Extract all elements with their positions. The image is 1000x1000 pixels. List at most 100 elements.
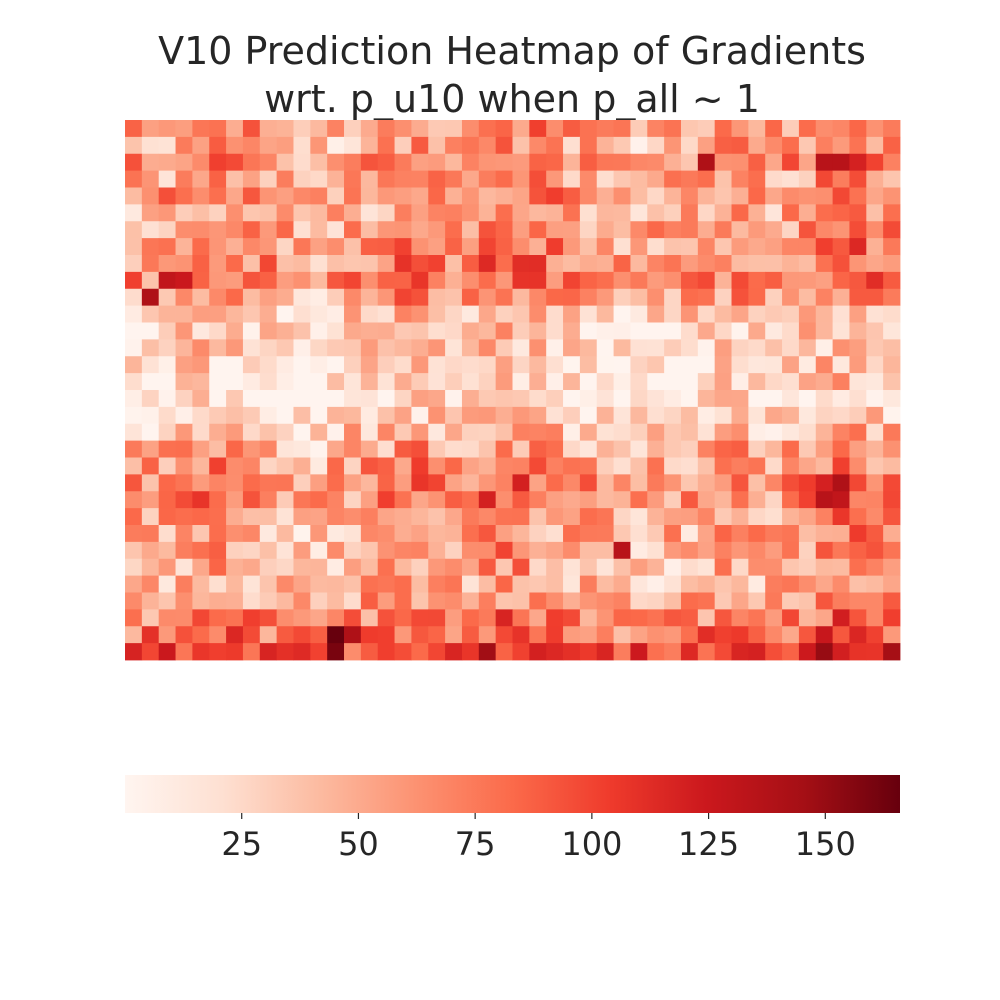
heatmap-cell: [664, 626, 682, 644]
heatmap-cell: [259, 288, 278, 307]
heatmap-cell: [310, 457, 328, 475]
heatmap-cell: [141, 406, 160, 425]
heatmap-cell: [209, 423, 227, 442]
heatmap-cell: [411, 491, 429, 509]
heatmap-cell: [529, 255, 547, 273]
heatmap-cell: [495, 356, 513, 374]
heatmap-cell: [495, 508, 513, 526]
heatmap-cell: [664, 271, 682, 290]
heatmap-cell: [141, 305, 160, 323]
heatmap-cell: [680, 525, 699, 543]
heatmap-cell: [175, 204, 193, 222]
heatmap-cell: [125, 406, 143, 425]
heatmap-cell: [697, 474, 716, 492]
heatmap-cell: [226, 525, 244, 543]
heatmap-cell: [226, 221, 244, 239]
heatmap-cell: [748, 491, 766, 509]
heatmap-cell: [714, 491, 732, 509]
heatmap-cell: [883, 541, 901, 560]
heatmap-cell: [175, 423, 193, 442]
heatmap-cell: [546, 491, 564, 509]
heatmap-cell: [125, 373, 143, 391]
heatmap-cell: [209, 356, 227, 374]
heatmap-cell: [377, 457, 395, 475]
heatmap-cell: [327, 305, 345, 323]
heatmap-cell: [512, 491, 530, 509]
heatmap-cell: [529, 136, 547, 155]
heatmap-cell: [866, 204, 884, 222]
heatmap-cell: [478, 457, 497, 475]
heatmap-cell: [647, 356, 665, 374]
heatmap-cell: [546, 187, 564, 205]
heatmap-cell: [866, 440, 884, 458]
heatmap-cell: [377, 120, 395, 138]
heatmap-cell: [310, 423, 328, 442]
heatmap-cell: [512, 643, 530, 661]
heatmap-cell: [192, 187, 210, 205]
heatmap-cell: [596, 170, 614, 188]
heatmap-cell: [680, 221, 699, 239]
heatmap-cell: [529, 558, 547, 577]
heatmap-cell: [461, 120, 480, 138]
heatmap-cell: [360, 153, 379, 172]
heatmap-cell: [782, 170, 800, 188]
heatmap-cell: [242, 170, 261, 188]
heatmap-cell: [327, 120, 345, 138]
heatmap-cell: [445, 508, 463, 526]
heatmap-cell: [158, 238, 176, 256]
heatmap-cell: [478, 255, 497, 273]
heatmap-cell: [461, 187, 480, 205]
heatmap-cell: [731, 204, 749, 222]
heatmap-cell: [680, 204, 699, 222]
heatmap-cell: [613, 221, 631, 239]
heatmap-cell: [310, 474, 328, 492]
heatmap-cell: [815, 305, 834, 323]
heatmap-cell: [445, 474, 463, 492]
heatmap-cell: [158, 609, 176, 627]
heatmap-cell: [596, 204, 614, 222]
heatmap-cell: [748, 643, 766, 661]
heatmap-cell: [377, 406, 395, 425]
heatmap-cell: [226, 626, 244, 644]
heatmap-cell: [360, 356, 379, 374]
heatmap-cell: [394, 187, 412, 205]
heatmap-cell: [630, 457, 648, 475]
heatmap-cell: [579, 525, 598, 543]
heatmap-cell: [242, 120, 261, 138]
heatmap-cell: [697, 322, 716, 340]
heatmap-cell: [815, 120, 834, 138]
heatmap-cell: [411, 305, 429, 323]
heatmap-cell: [596, 626, 614, 644]
heatmap-cell: [782, 491, 800, 509]
heatmap-cell: [883, 525, 901, 543]
heatmap-cell: [125, 643, 143, 661]
heatmap-cell: [647, 221, 665, 239]
heatmap-cell: [141, 120, 160, 138]
heatmap-cell: [360, 474, 379, 492]
heatmap-cell: [192, 390, 210, 408]
heatmap-cell: [428, 541, 446, 560]
heatmap-cell: [748, 440, 766, 458]
heatmap-cell: [697, 575, 716, 593]
heatmap-cell: [529, 575, 547, 593]
heatmap-cell: [697, 491, 716, 509]
heatmap-cell: [832, 491, 850, 509]
heatmap-cell: [731, 390, 749, 408]
heatmap-cell: [445, 356, 463, 374]
heatmap-cell: [428, 643, 446, 661]
heatmap-cell: [495, 491, 513, 509]
heatmap-cell: [310, 305, 328, 323]
heatmap-cell: [798, 187, 817, 205]
heatmap-cell: [680, 271, 699, 290]
heatmap-cell: [596, 474, 614, 492]
heatmap-cell: [798, 457, 817, 475]
heatmap-cell: [883, 204, 901, 222]
heatmap-cell: [377, 255, 395, 273]
heatmap-cell: [866, 221, 884, 239]
heatmap-cell: [731, 255, 749, 273]
heatmap-cell: [461, 255, 480, 273]
heatmap-cell: [765, 406, 783, 425]
heatmap-cell: [394, 558, 412, 577]
heatmap-cell: [125, 491, 143, 509]
heatmap-cell: [579, 187, 598, 205]
